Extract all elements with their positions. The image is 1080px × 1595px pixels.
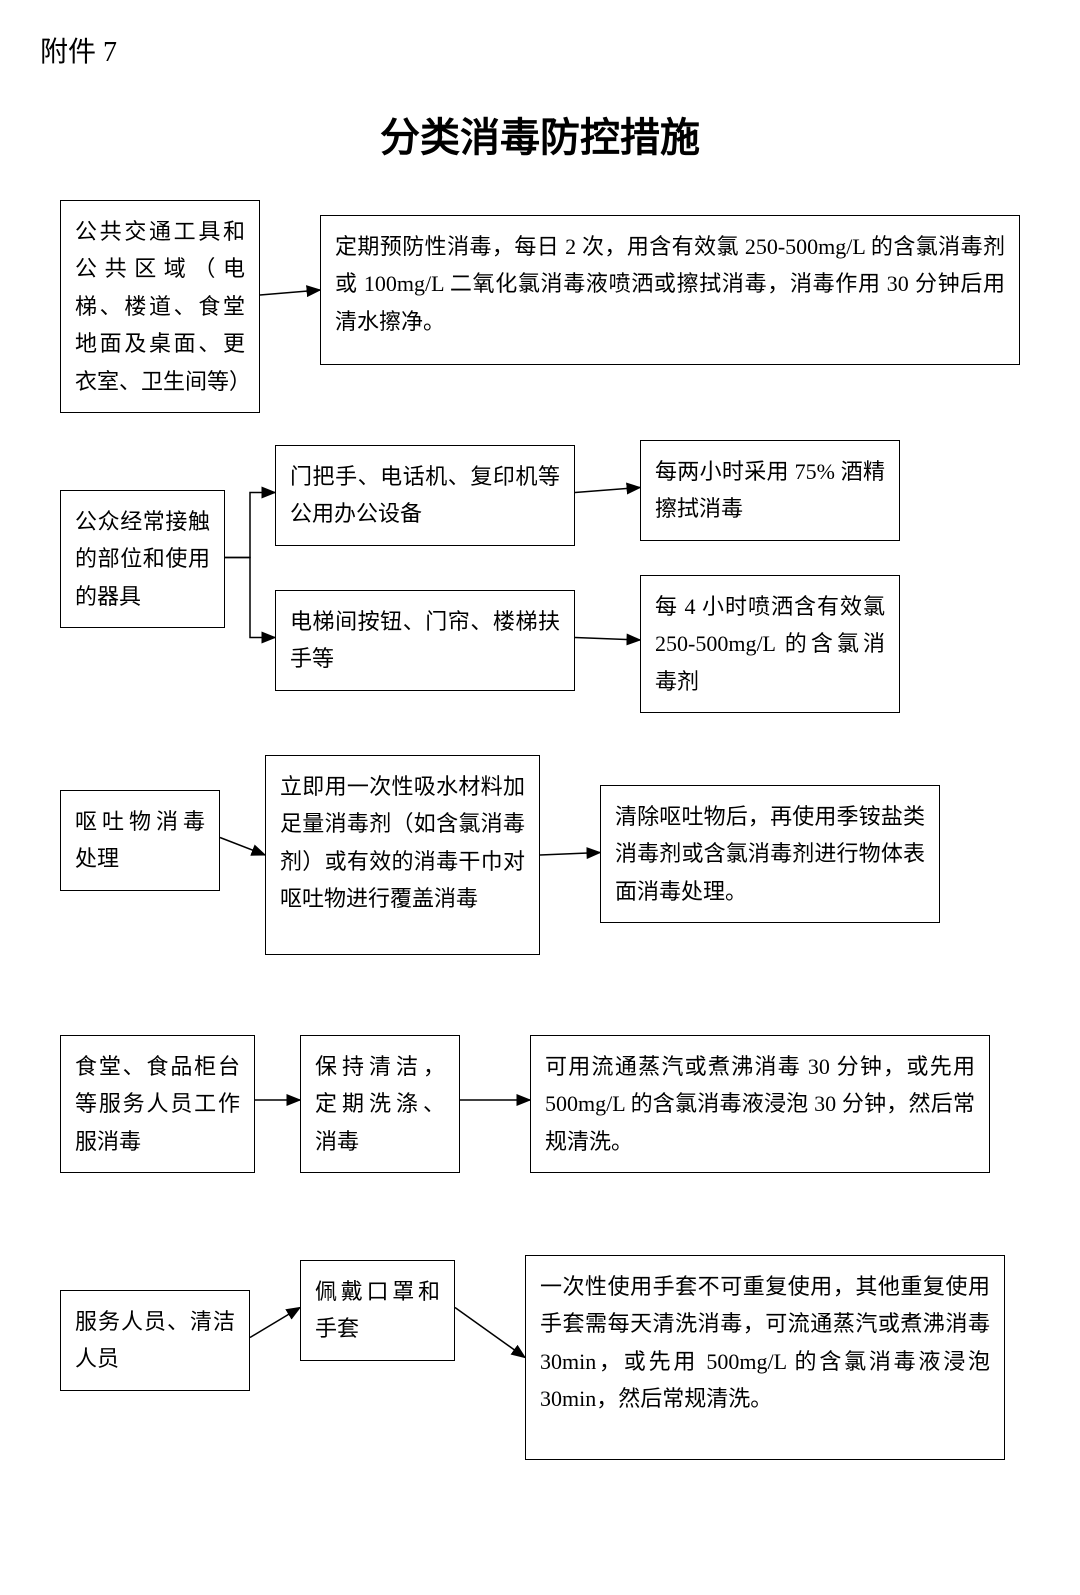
flow-node-n3b: 立即用一次性吸水材料加足量消毒剂（如含氯消毒剂）或有效的消毒干巾对呕吐物进行覆盖… [265,755,540,955]
edge-n2a-n2b [225,493,275,558]
flow-node-n4c: 可用流通蒸汽或煮沸消毒 30 分钟，或先用 500mg/L 的含氯消毒液浸泡 3… [530,1035,990,1173]
flow-node-n2a: 公众经常接触的部位和使用的器具 [60,490,225,628]
edge-n2a-n2c [225,558,275,638]
flow-node-n2e: 每 4 小时喷洒含有效氯 250-500mg/L 的含氯消毒剂 [640,575,900,713]
flow-node-n5a: 服务人员、清洁人员 [60,1290,250,1391]
flow-node-n4a: 食堂、食品柜台等服务人员工作服消毒 [60,1035,255,1173]
flow-node-n1b: 定期预防性消毒，每日 2 次，用含有效氯 250-500mg/L 的含氯消毒剂或… [320,215,1020,365]
edge-n2c-n2e [575,638,640,641]
page-label: 附件 7 [40,30,117,70]
flow-node-n5b: 佩戴口罩和手套 [300,1260,455,1361]
edge-n5a-n5b [250,1308,300,1338]
flow-node-n3a: 呕吐物消毒处理 [60,790,220,891]
edge-n5b-n5c [455,1308,525,1358]
edge-n2b-n2d [575,488,640,493]
flow-node-n3c: 清除呕吐物后，再使用季铵盐类消毒剂或含氯消毒剂进行物体表面消毒处理。 [600,785,940,923]
edge-n3a-n3b [220,838,265,856]
flow-node-n5c: 一次性使用手套不可重复使用，其他重复使用手套需每天清洗消毒，可流通蒸汽或煮沸消毒… [525,1255,1005,1460]
flow-node-n2d: 每两小时采用 75% 酒精擦拭消毒 [640,440,900,541]
flow-node-n2c: 电梯间按钮、门帘、楼梯扶手等 [275,590,575,691]
flow-node-n1a: 公共交通工具和公共区域（电梯、楼道、食堂地面及桌面、更衣室、卫生间等） [60,200,260,413]
flow-node-n2b: 门把手、电话机、复印机等公用办公设备 [275,445,575,546]
edge-n3b-n3c [540,853,600,856]
diagram-title: 分类消毒防控措施 [0,105,1080,163]
flow-node-n4b: 保持清洁，定期洗涤、消毒 [300,1035,460,1173]
edge-n1a-n1b [260,290,320,295]
